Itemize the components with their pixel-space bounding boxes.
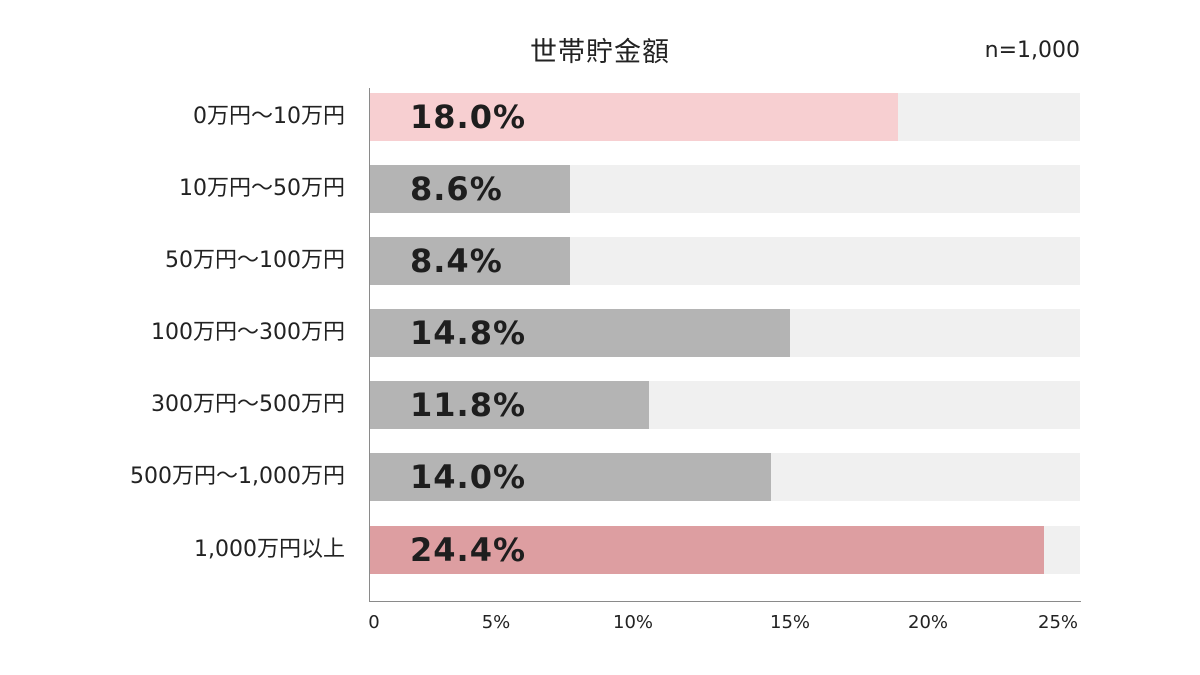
x-tick-label: 20% [907,612,949,633]
bar-track: 8.4% [370,237,1080,285]
bar-track: 18.0% [370,93,1080,141]
bar-track: 14.8% [370,309,1080,357]
category-label: 1,000万円以上 [194,537,345,562]
bar-value-label: 8.4% [410,242,503,280]
bar-track: 11.8% [370,381,1080,429]
bar-value-label: 11.8% [410,386,527,424]
category-label: 300万円〜500万円 [151,392,345,417]
sample-size-label: n=1,000 [984,38,1080,63]
bar [370,453,771,501]
bar [370,93,898,141]
bar [370,165,570,213]
x-tick-label: 10% [612,612,654,633]
x-tick-label: 25% [1037,612,1079,633]
bar [370,381,649,429]
bar-value-label: 18.0% [410,98,527,136]
y-axis-line [369,88,370,602]
category-label: 50万円〜100万円 [165,248,345,273]
x-tick-label: 5% [481,612,511,633]
category-label: 0万円〜10万円 [193,104,345,129]
bar-track: 14.0% [370,453,1080,501]
bar [370,237,570,285]
category-label: 500万円〜1,000万円 [130,464,345,489]
chart-title: 世帯貯金額 [530,37,670,68]
bar [370,309,790,357]
x-tick-label: 0 [368,612,380,633]
bar-value-label: 8.6% [410,170,503,208]
bar-value-label: 24.4% [410,531,527,569]
category-label: 100万円〜300万円 [151,320,345,345]
bar [370,526,1044,574]
bar-value-label: 14.0% [410,458,527,496]
category-label: 10万円〜50万円 [179,176,345,201]
x-axis-line [369,601,1081,602]
bar-track: 8.6% [370,165,1080,213]
x-tick-label: 15% [769,612,811,633]
bar-value-label: 14.8% [410,314,527,352]
bar-track: 24.4% [370,526,1080,574]
